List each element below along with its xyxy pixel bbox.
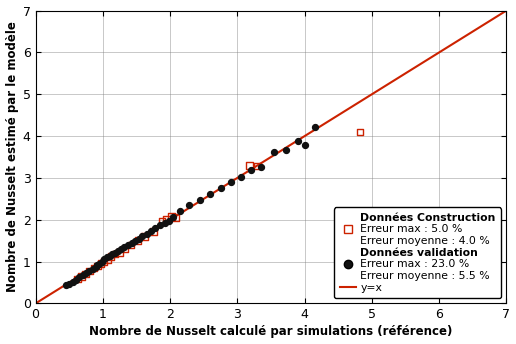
Point — [78, 273, 87, 278]
Point — [216, 186, 224, 191]
Point — [147, 228, 155, 234]
Point — [311, 124, 319, 130]
Point — [72, 277, 80, 282]
Point — [169, 214, 178, 219]
Point — [120, 246, 128, 252]
Point — [196, 197, 204, 202]
Point — [89, 266, 97, 272]
Point — [206, 191, 215, 196]
Point — [134, 236, 142, 241]
Point — [140, 234, 149, 239]
Point — [85, 268, 93, 274]
Point — [131, 238, 139, 244]
Point — [163, 216, 171, 222]
Point — [253, 163, 262, 169]
Legend: Données Construction, Erreur max : 5.0 %, Erreur moyenne : 4.0 %, Données valida: Données Construction, Erreur max : 5.0 %… — [334, 207, 501, 298]
Point — [185, 202, 193, 208]
Point — [158, 218, 166, 224]
Point — [95, 261, 104, 266]
Point — [111, 250, 119, 256]
Point — [282, 147, 290, 153]
Point — [62, 282, 70, 288]
Point — [65, 281, 73, 287]
Point — [160, 220, 169, 225]
Point — [134, 238, 142, 244]
Point — [300, 142, 309, 148]
Y-axis label: Nombre de Nusselt estimé par le modèle: Nombre de Nusselt estimé par le modèle — [6, 22, 19, 292]
Point — [114, 248, 122, 254]
Point — [96, 261, 105, 266]
Point — [73, 276, 82, 282]
Point — [103, 255, 111, 260]
Point — [156, 223, 164, 228]
Point — [227, 179, 235, 185]
Point — [176, 208, 184, 214]
Point — [93, 262, 102, 268]
Point — [165, 218, 173, 223]
Point — [82, 270, 90, 276]
Point — [257, 165, 265, 170]
Point — [270, 149, 279, 155]
Point — [100, 259, 108, 264]
Point — [167, 214, 175, 219]
Point — [85, 268, 93, 273]
Point — [98, 259, 106, 264]
Point — [105, 253, 114, 258]
Point — [104, 257, 112, 262]
Point — [81, 271, 89, 277]
Point — [142, 231, 151, 236]
Point — [107, 254, 115, 259]
Point — [356, 129, 364, 135]
Point — [124, 242, 133, 248]
Point — [75, 275, 84, 280]
Point — [93, 263, 102, 269]
Point — [120, 244, 128, 250]
X-axis label: Nombre de Nusselt calculé par simulations (référence): Nombre de Nusselt calculé par simulation… — [89, 325, 453, 338]
Point — [246, 163, 254, 168]
Point — [127, 240, 136, 246]
Point — [151, 225, 159, 231]
Point — [108, 252, 117, 257]
Point — [77, 274, 86, 279]
Point — [111, 251, 119, 257]
Point — [247, 167, 255, 172]
Point — [90, 265, 98, 271]
Point — [237, 174, 245, 180]
Point — [100, 257, 108, 262]
Point — [92, 264, 100, 269]
Point — [138, 234, 146, 239]
Point — [117, 246, 125, 252]
Point — [116, 250, 124, 255]
Point — [69, 279, 77, 284]
Point — [294, 138, 302, 144]
Point — [171, 215, 180, 221]
Point — [149, 229, 157, 234]
Point — [127, 242, 135, 248]
